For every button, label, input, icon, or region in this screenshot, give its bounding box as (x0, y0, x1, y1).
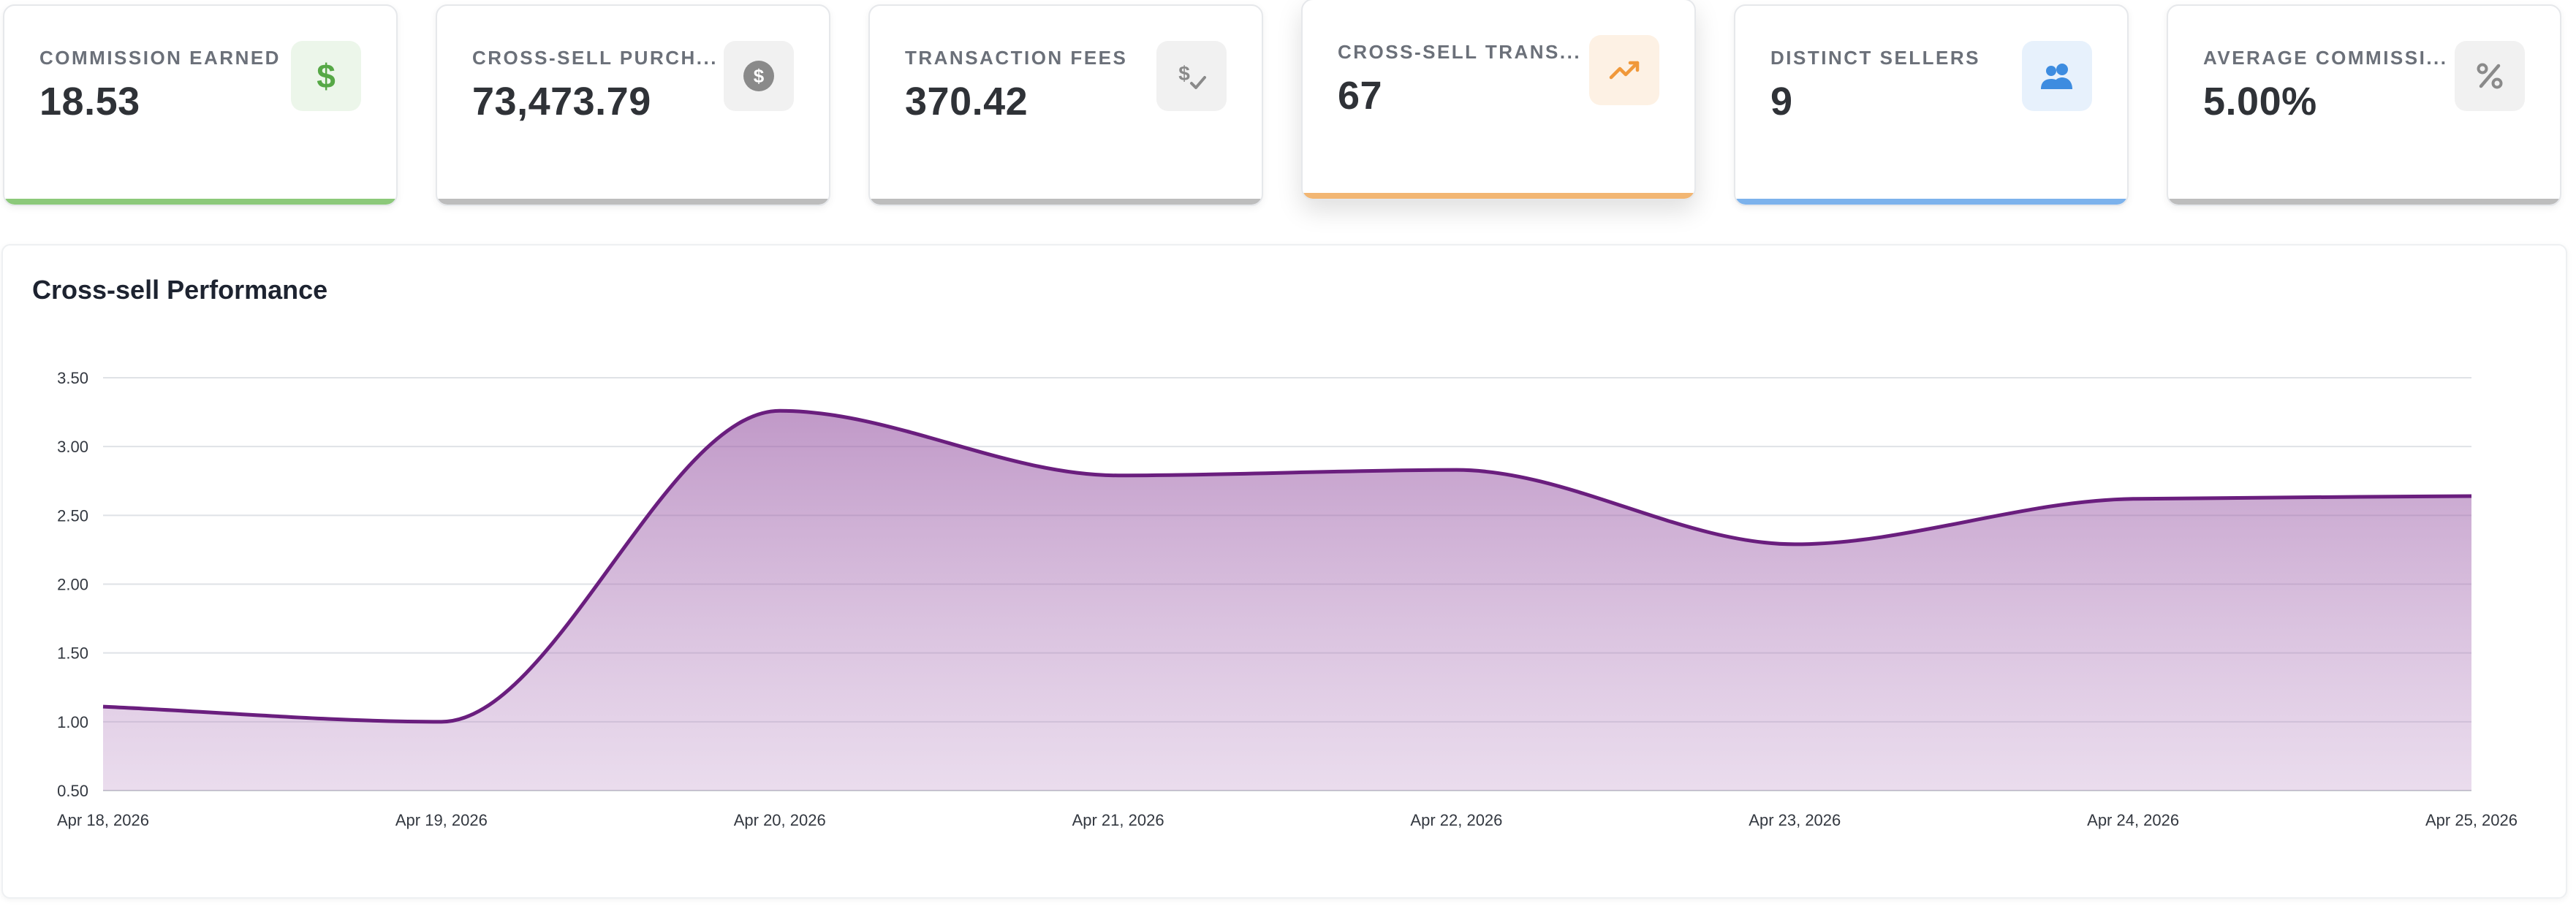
cross-sell-purchases-card[interactable]: CROSS-SELL PURCH... 73,473.79 $ (436, 4, 830, 206)
cross-sell-performance-chart: 0.50 1.00 1.50 2.00 2.50 3.00 3.50 Apr 18, 202… (57, 369, 2518, 829)
card-label: CROSS-SELL PURCH... (472, 47, 718, 69)
x-tick-label: Apr 22, 2026 (1410, 811, 1502, 829)
x-tick-label: Apr 20, 2026 (734, 811, 826, 829)
card-label: TRANSACTION FEES (905, 47, 1128, 69)
svg-text:$: $ (317, 57, 336, 95)
card-accent-bar (870, 199, 1262, 205)
y-tick-label: 0.50 (57, 782, 88, 800)
commission-earned-card[interactable]: COMMISSION EARNED 18.53 $ (3, 4, 398, 206)
y-tick-label: 1.50 (57, 644, 88, 663)
transaction-fees-card[interactable]: TRANSACTION FEES 370.42 $ (868, 4, 1263, 206)
dollar-icon: $ (291, 41, 361, 111)
card-value: 370.42 (905, 80, 1028, 123)
card-accent-bar (2168, 199, 2560, 205)
card-accent-bar (1303, 193, 1694, 199)
x-tick-label: Apr 24, 2026 (2087, 811, 2179, 829)
x-tick-label: Apr 19, 2026 (395, 811, 488, 829)
x-axis: Apr 18, 2026 Apr 19, 2026 Apr 20, 2026 Apr … (57, 811, 2518, 829)
card-value: 18.53 (39, 80, 140, 123)
trending-up-icon (1589, 35, 1659, 105)
card-value: 5.00% (2203, 80, 2317, 123)
coin-dollar-icon: $ (724, 41, 794, 111)
series-area-fill (103, 411, 2471, 791)
card-value: 67 (1338, 74, 1383, 118)
card-label: CROSS-SELL TRANS... (1338, 41, 1582, 63)
x-tick-label: Apr 23, 2026 (1749, 811, 1841, 829)
series-line (102, 408, 2472, 724)
people-icon (2022, 41, 2092, 111)
card-label: AVERAGE COMMISSI... (2203, 47, 2448, 69)
card-value: 73,473.79 (472, 80, 651, 123)
card-value: 9 (1770, 80, 1793, 123)
card-label: DISTINCT SELLERS (1770, 47, 1981, 69)
chart-title: Cross-sell Performance (32, 275, 328, 305)
y-tick-label: 1.00 (57, 713, 88, 731)
y-axis: 0.50 1.00 1.50 2.00 2.50 3.00 3.50 (57, 369, 88, 800)
percent-icon (2455, 41, 2525, 111)
card-accent-bar (1735, 199, 2127, 205)
y-tick-label: 2.50 (57, 506, 88, 525)
cross-sell-transactions-card[interactable]: CROSS-SELL TRANS... 67 (1301, 0, 1696, 200)
card-accent-bar (437, 199, 829, 205)
average-commission-card[interactable]: AVERAGE COMMISSI... 5.00% (2167, 4, 2561, 206)
card-accent-bar (4, 199, 396, 205)
y-tick-label: 2.00 (57, 576, 88, 594)
y-tick-label: 3.00 (57, 438, 88, 456)
kpi-cards: COMMISSION EARNED 18.53 $ CROSS-SELL PUR… (0, 0, 2576, 219)
distinct-sellers-card[interactable]: DISTINCT SELLERS 9 (1734, 4, 2129, 206)
dollar-check-icon: $ (1156, 41, 1227, 111)
chart-area-layer (102, 408, 2472, 791)
svg-text:$: $ (754, 65, 765, 87)
x-tick-label: Apr 25, 2026 (2425, 811, 2518, 829)
cross-sell-performance-panel: Cross-sell Performance 0.50 1.00 1.50 2.00 2… (1, 244, 2567, 899)
svg-text:$: $ (1178, 62, 1190, 85)
x-tick-label: Apr 18, 2026 (57, 811, 149, 829)
y-tick-label: 3.50 (57, 369, 88, 387)
card-label: COMMISSION EARNED (39, 47, 281, 69)
x-tick-label: Apr 21, 2026 (1072, 811, 1164, 829)
